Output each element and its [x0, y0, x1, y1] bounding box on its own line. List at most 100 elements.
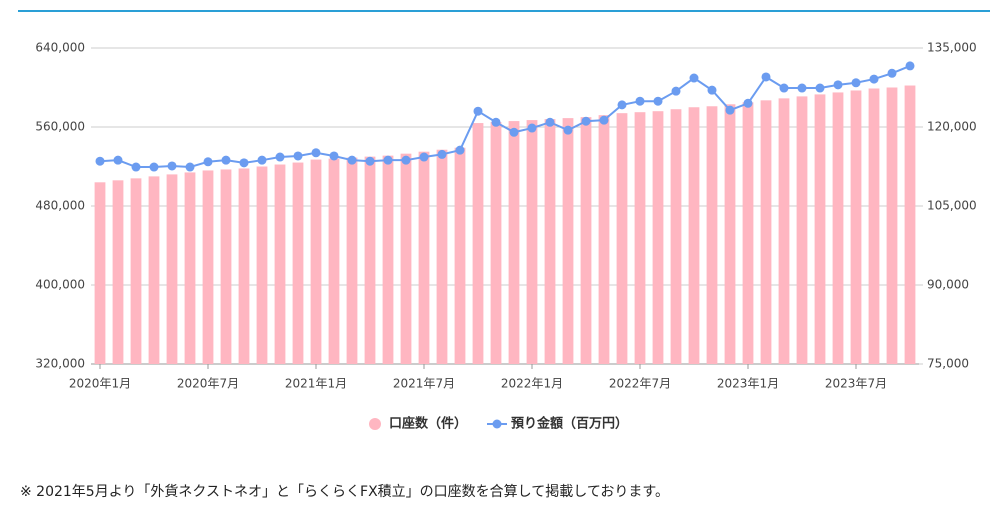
bar: [670, 109, 682, 364]
line-point: [239, 158, 249, 168]
line-point: [815, 83, 825, 93]
y2-tick-label: 135,000: [927, 41, 977, 55]
bar: [130, 178, 142, 364]
x-tick-label: 2021年7月: [393, 377, 455, 391]
line-point: [491, 117, 501, 127]
bar: [724, 104, 736, 364]
bar: [634, 112, 646, 364]
bar: [490, 122, 502, 364]
line-point: [743, 98, 753, 108]
y2-tick-label: 75,000: [927, 357, 969, 371]
line-point: [347, 155, 357, 165]
x-tick-label: 2023年7月: [825, 377, 887, 391]
line-point: [527, 123, 537, 133]
line: [99, 64, 911, 169]
bar: [508, 121, 520, 364]
line-point: [833, 80, 843, 90]
bar: [274, 164, 286, 364]
bar: [166, 174, 178, 364]
legend-marker: [492, 419, 502, 429]
legend-label: 口座数（件）: [389, 416, 467, 432]
x-tick-label: 2022年7月: [609, 377, 671, 391]
bar: [148, 176, 160, 364]
footnote: ※ 2021年5月より「外貨ネクストネオ」と「らくらくFX積立」の口座数を合算し…: [20, 484, 669, 500]
line-point: [653, 96, 663, 106]
chart: 320,000 400,000 480,000 560,000 640,000 75,00…: [18, 10, 990, 432]
line-point: [671, 86, 681, 96]
bar: [400, 153, 412, 364]
bar: [760, 100, 772, 365]
bar: [850, 90, 862, 365]
bar: [346, 157, 358, 364]
x-tick-label: 2020年1月: [69, 377, 131, 391]
bar: [580, 117, 592, 364]
bar: [904, 85, 916, 365]
line-point: [437, 149, 447, 159]
line-point: [509, 127, 519, 137]
line-point: [905, 61, 915, 71]
y-tick-label: 640,000: [35, 41, 85, 55]
x-tick-label: 2021年1月: [285, 377, 347, 391]
y2-tick-label: 105,000: [927, 199, 977, 213]
line-point: [851, 78, 861, 88]
top-rule: [18, 10, 990, 12]
bar: [796, 96, 808, 364]
line-point: [221, 155, 231, 165]
bar: [328, 158, 340, 364]
bar: [310, 159, 322, 364]
x-tick-label: 2022年1月: [501, 377, 563, 391]
bar: [382, 155, 394, 364]
line-point: [203, 157, 213, 167]
y2-tick-label: 120,000: [927, 120, 977, 134]
line-point: [689, 73, 699, 83]
line-point: [797, 83, 807, 93]
bar: [238, 168, 250, 364]
line-point: [869, 74, 879, 84]
x-tick-label: 2020年7月: [177, 377, 239, 391]
bar: [454, 147, 466, 364]
legend-marker: [369, 418, 381, 430]
line-point: [257, 155, 267, 165]
bar: [472, 123, 484, 364]
bar: [112, 180, 124, 364]
line-point: [707, 85, 717, 95]
y-tick-label: 320,000: [35, 357, 85, 371]
x-tick-label: 2023年1月: [717, 377, 779, 391]
line-point: [365, 156, 375, 166]
bar: [526, 120, 538, 365]
line-point: [581, 116, 591, 126]
line-point: [779, 83, 789, 93]
line-point: [725, 105, 735, 115]
bar: [202, 170, 214, 364]
line-point: [293, 151, 303, 161]
line-point: [545, 117, 555, 127]
line-point: [167, 161, 177, 171]
bar: [364, 156, 376, 364]
bar: [436, 149, 448, 364]
bar: [94, 182, 106, 364]
line-point: [113, 155, 123, 165]
bar: [256, 166, 268, 364]
bar: [292, 162, 304, 364]
bar: [886, 87, 898, 364]
bar: [598, 115, 610, 365]
line-point: [473, 106, 483, 116]
line-point: [563, 125, 573, 135]
line-point: [761, 72, 771, 82]
line-point: [887, 68, 897, 78]
legend-label: 預り金額（百万円）: [511, 416, 628, 432]
bar: [184, 172, 196, 364]
line-point: [419, 152, 429, 162]
bar: [706, 106, 718, 364]
bar: [616, 113, 628, 364]
y-tick-label: 400,000: [35, 278, 85, 292]
bar: [562, 118, 574, 364]
line-point: [599, 115, 609, 125]
line-point: [383, 155, 393, 165]
bar: [832, 92, 844, 364]
y2-tick-label: 90,000: [927, 278, 969, 292]
line-point: [635, 96, 645, 106]
bar: [814, 94, 826, 364]
bar: [742, 102, 754, 364]
